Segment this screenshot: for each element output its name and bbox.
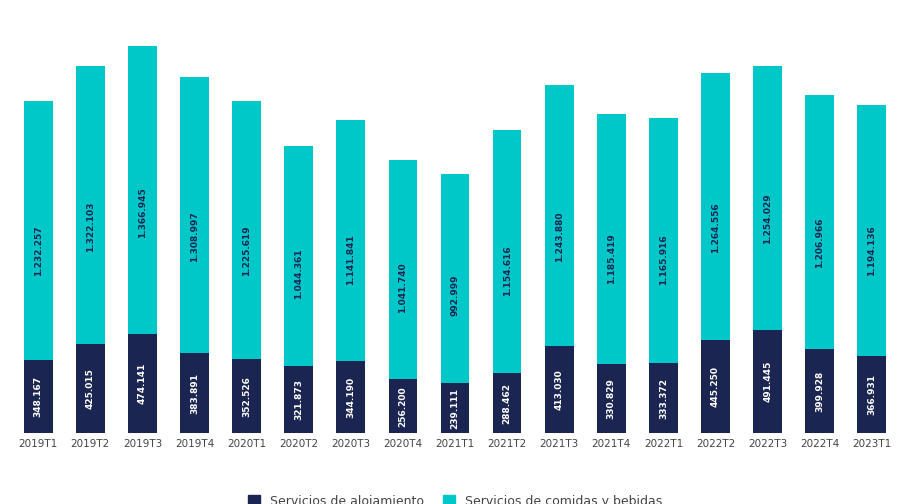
Bar xyxy=(337,120,365,361)
Text: 333.372: 333.372 xyxy=(659,378,668,419)
Bar xyxy=(753,66,782,330)
Bar xyxy=(128,334,157,433)
Bar xyxy=(337,361,365,433)
Text: 1.141.841: 1.141.841 xyxy=(347,234,355,285)
Bar xyxy=(597,114,626,364)
Text: 1.308.997: 1.308.997 xyxy=(190,212,199,262)
Bar xyxy=(805,349,834,433)
Bar xyxy=(284,146,313,366)
Text: 348.167: 348.167 xyxy=(34,376,43,417)
Text: 344.190: 344.190 xyxy=(347,376,355,418)
Bar xyxy=(24,360,53,433)
Text: 321.873: 321.873 xyxy=(294,379,303,420)
Text: 1.366.945: 1.366.945 xyxy=(138,187,147,238)
Bar xyxy=(180,353,208,433)
Text: 445.250: 445.250 xyxy=(711,366,720,407)
Text: 1.154.616: 1.154.616 xyxy=(502,245,511,296)
Text: 366.931: 366.931 xyxy=(867,374,876,415)
Bar xyxy=(545,85,573,346)
Text: 1.232.257: 1.232.257 xyxy=(34,226,43,276)
Bar xyxy=(440,383,470,433)
Text: 1.322.103: 1.322.103 xyxy=(86,202,95,252)
Text: 1.206.966: 1.206.966 xyxy=(815,217,824,268)
Bar xyxy=(24,101,53,360)
Bar xyxy=(389,160,417,380)
Bar xyxy=(128,46,157,334)
Bar xyxy=(857,105,886,356)
Bar xyxy=(440,174,470,383)
Text: 1.041.740: 1.041.740 xyxy=(399,262,408,312)
Text: 288.462: 288.462 xyxy=(502,383,511,423)
Bar xyxy=(702,74,730,340)
Text: 1.254.029: 1.254.029 xyxy=(763,194,772,244)
Bar xyxy=(493,372,521,433)
Bar xyxy=(232,101,261,359)
Bar xyxy=(702,340,730,433)
Bar xyxy=(232,359,261,433)
Text: 413.030: 413.030 xyxy=(555,369,563,410)
Text: 1.185.419: 1.185.419 xyxy=(607,233,616,284)
Text: 1.225.619: 1.225.619 xyxy=(242,225,251,276)
Bar xyxy=(389,380,417,433)
Bar xyxy=(76,66,105,344)
Bar xyxy=(180,77,208,353)
Text: 992.999: 992.999 xyxy=(450,275,460,316)
Bar xyxy=(284,366,313,433)
Bar xyxy=(649,118,678,363)
Text: 352.526: 352.526 xyxy=(242,376,251,417)
Text: 474.141: 474.141 xyxy=(138,363,147,404)
Text: 1.165.916: 1.165.916 xyxy=(659,235,668,285)
Text: 1.264.556: 1.264.556 xyxy=(711,203,720,253)
Bar xyxy=(76,344,105,433)
Bar xyxy=(597,364,626,433)
Text: 1.194.136: 1.194.136 xyxy=(867,225,876,276)
Bar xyxy=(805,95,834,349)
Bar xyxy=(753,330,782,433)
Bar xyxy=(493,130,521,372)
Text: 399.928: 399.928 xyxy=(815,371,824,412)
Text: 491.445: 491.445 xyxy=(763,361,772,402)
Text: 383.891: 383.891 xyxy=(190,372,199,413)
Text: 1.044.361: 1.044.361 xyxy=(294,248,303,298)
Text: 239.111: 239.111 xyxy=(450,388,460,429)
Text: 1.243.880: 1.243.880 xyxy=(555,211,563,262)
Bar xyxy=(857,356,886,433)
Legend: Servicios de alojamiento, Servicios de comidas y bebidas: Servicios de alojamiento, Servicios de c… xyxy=(244,491,666,504)
Bar xyxy=(649,363,678,433)
Text: 330.829: 330.829 xyxy=(607,378,616,419)
Text: 256.200: 256.200 xyxy=(399,386,408,427)
Bar xyxy=(545,346,573,433)
Text: 425.015: 425.015 xyxy=(86,368,95,409)
